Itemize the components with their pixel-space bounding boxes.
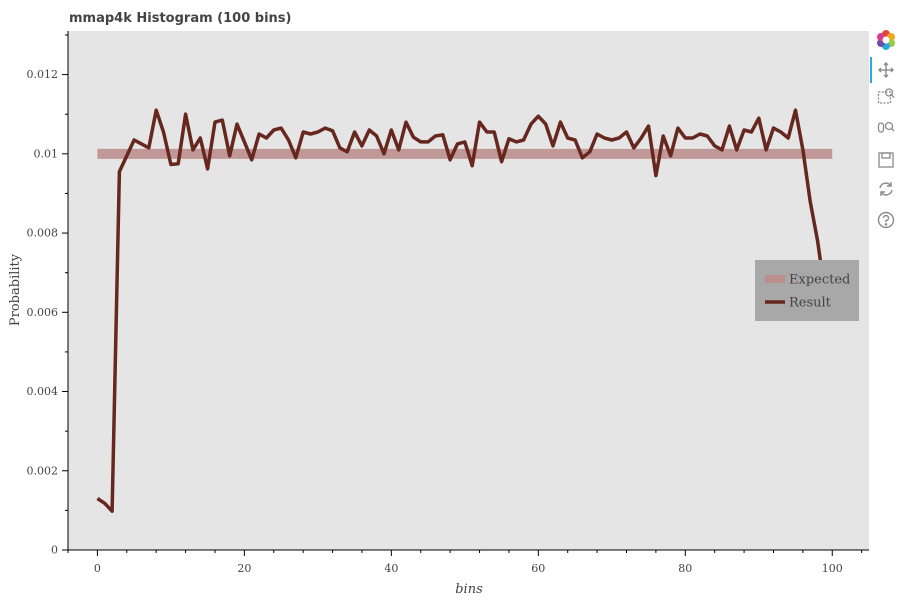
x-tick-label: 20 <box>237 562 251 575</box>
y-tick-label: 0.006 <box>27 306 59 319</box>
legend-result-label: Result <box>789 296 832 311</box>
pan-icon[interactable] <box>876 60 896 80</box>
legend-box <box>755 260 859 321</box>
series-result-line <box>96 108 827 513</box>
chart-title: mmap4k Histogram (100 bins) <box>69 11 291 26</box>
y-tick-label: 0.012 <box>27 68 59 81</box>
x-axis-label: bins <box>455 582 483 597</box>
y-tick-label: 0.01 <box>34 147 59 160</box>
x-tick-label: 0 <box>94 562 101 575</box>
bokeh-logo-icon[interactable] <box>876 30 896 50</box>
active-tool-indicator <box>870 57 872 83</box>
x-tick-label: 80 <box>678 562 692 575</box>
wheel-zoom-icon[interactable] <box>876 118 896 138</box>
x-tick-label: 60 <box>531 562 545 575</box>
y-tick-label: 0 <box>51 544 58 557</box>
y-tick-label: 0.002 <box>27 464 59 477</box>
chart-toolbar <box>870 28 900 238</box>
x-tick-label: 40 <box>384 562 398 575</box>
reset-icon[interactable] <box>876 179 896 199</box>
legend-expected-label: Expected <box>789 273 850 288</box>
box-zoom-icon[interactable] <box>876 86 896 106</box>
y-axis-label: Probability <box>8 253 23 326</box>
plot-area <box>68 31 869 550</box>
save-icon[interactable] <box>876 150 896 170</box>
help-icon[interactable] <box>876 210 896 230</box>
y-tick-label: 0.004 <box>27 385 59 398</box>
x-tick-label: 100 <box>822 562 843 575</box>
y-tick-label: 0.008 <box>27 227 59 240</box>
